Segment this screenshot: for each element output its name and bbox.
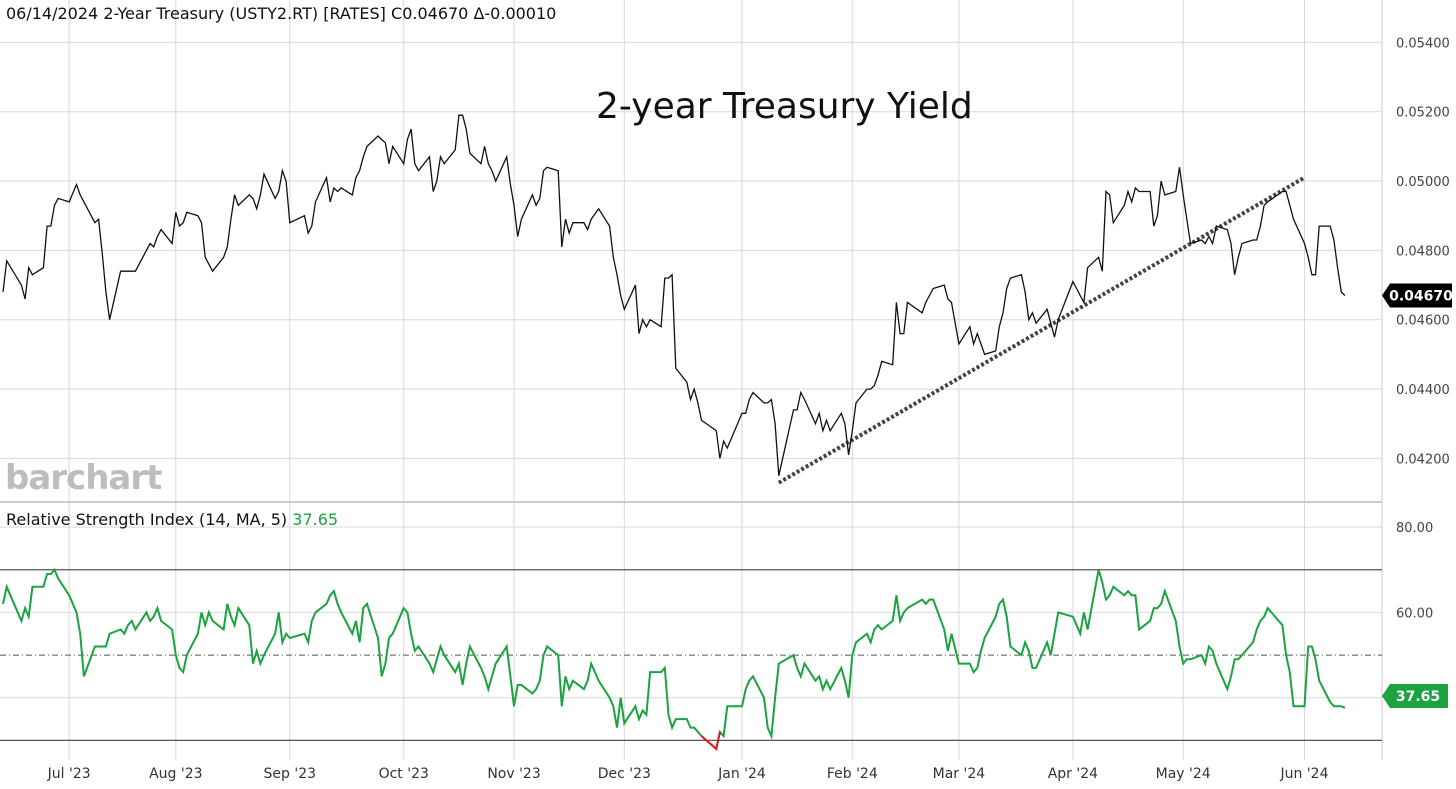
x-tick-label: Mar '24	[933, 766, 986, 782]
rsi-badge: 37.65	[1382, 684, 1448, 708]
rsi-level-lines	[0, 569, 1382, 742]
chart-header: 06/14/2024 2-Year Treasury (USTY2.RT) [R…	[6, 4, 556, 23]
x-tick-label: Apr '24	[1048, 766, 1098, 782]
price-y-tick-label: 0.04400	[1396, 383, 1450, 398]
header-date: 06/14/2024	[6, 4, 99, 23]
price-y-tick-label: 0.05000	[1396, 175, 1450, 190]
price-y-tick-labels: 0.04200 0.04400 0.04600 0.04800 0.05000 0.052…	[1396, 36, 1450, 467]
price-y-tick-label: 0.04600	[1396, 314, 1450, 329]
price-y-tick-label: 0.04800	[1396, 244, 1450, 259]
x-tick-label: Dec '23	[598, 766, 651, 782]
barchart-logo: barchart	[5, 458, 162, 498]
x-tick-labels: Jul '23 Aug '23 Sep '23 Oct '23 Nov '23 Dec '…	[47, 766, 1329, 782]
rsi-current-value: 37.65	[292, 510, 339, 529]
x-tick-label: Oct '23	[379, 766, 429, 782]
x-tick-label: Jun '24	[1279, 766, 1328, 782]
chart-title: 2-year Treasury Yield	[596, 86, 973, 127]
header-instrument: 2-Year Treasury (USTY2.RT)	[103, 4, 319, 23]
rsi-y-tick-label: 60.00	[1396, 606, 1433, 621]
x-tick-label: Jul '23	[47, 766, 91, 782]
rsi-y-tick-label: 80.00	[1396, 521, 1433, 536]
header-category: [RATES]	[323, 4, 386, 23]
header-change: Δ-0.00010	[473, 4, 557, 23]
price-horizontal-gridlines	[0, 41, 1382, 459]
vertical-gridlines	[68, 0, 1305, 760]
header-close: C0.04670	[391, 4, 469, 23]
x-tick-label: Feb '24	[827, 766, 878, 782]
price-y-tick-label: 0.04200	[1396, 452, 1450, 467]
rsi-horizontal-gridlines	[0, 526, 1382, 699]
price-badge-value: 0.04670	[1389, 288, 1453, 304]
x-tick-label: Jan '24	[717, 766, 766, 782]
x-tick-label: Nov '23	[487, 766, 540, 782]
price-series-line	[2, 114, 1346, 476]
rsi-label: Relative Strength Index	[6, 510, 194, 529]
price-y-tick-label: 0.05200	[1396, 106, 1450, 121]
trendline	[777, 175, 1306, 485]
rsi-series-line	[2, 567, 1346, 751]
rsi-oversold-mark	[700, 731, 721, 751]
price-badge: 0.04670	[1382, 283, 1453, 308]
x-tick-label: May '24	[1156, 766, 1211, 782]
rsi-header: Relative Strength Index (14, MA, 5) 37.6…	[6, 510, 338, 529]
rsi-params: (14, MA, 5)	[199, 510, 288, 529]
x-tick-label: Aug '23	[149, 766, 202, 782]
x-tick-label: Sep '23	[264, 766, 317, 782]
price-y-tick-label: 0.05400	[1396, 36, 1450, 51]
rsi-badge-value: 37.65	[1396, 689, 1440, 705]
